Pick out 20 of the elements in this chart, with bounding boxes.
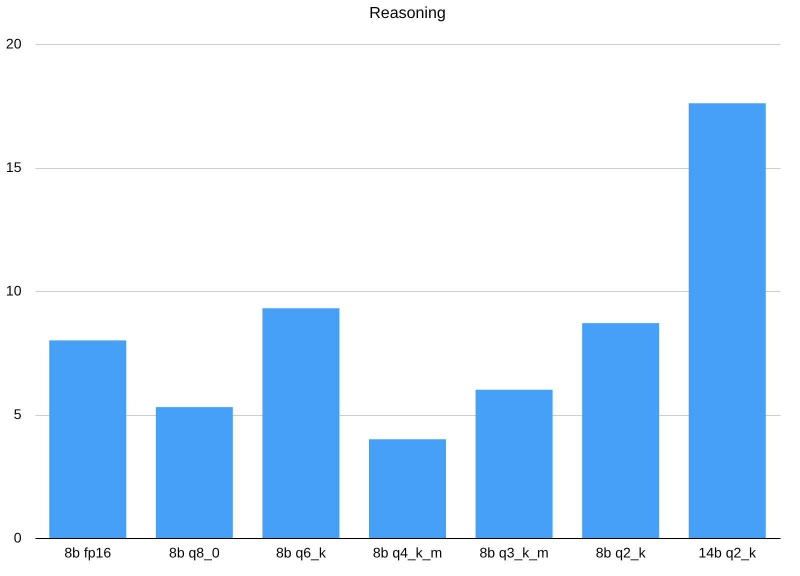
x-tick-label: 14b q2_k xyxy=(698,544,758,560)
bar xyxy=(688,103,766,538)
y-tick-label: 20 xyxy=(6,36,22,52)
y-tick-label: 10 xyxy=(6,282,22,298)
x-tick-label: 8b q2_k xyxy=(596,544,647,560)
x-tick-label: 8b q8_0 xyxy=(169,544,220,560)
x-tick-label: 8b q3_k_m xyxy=(479,544,549,560)
bar xyxy=(156,407,233,538)
x-tick-label: 8b fp16 xyxy=(64,544,112,560)
bar xyxy=(476,390,553,538)
chart-title: Reasoning xyxy=(369,5,446,22)
bar xyxy=(262,308,340,538)
y-tick-label: 5 xyxy=(14,406,22,422)
bar xyxy=(369,439,446,538)
x-tick-label: 8b q4_k_m xyxy=(372,544,442,560)
y-tick-label: 0 xyxy=(14,530,22,546)
x-tick-label: 8b q6_k xyxy=(276,544,327,560)
bar xyxy=(582,323,660,538)
bar xyxy=(49,340,126,538)
y-tick-label: 15 xyxy=(6,159,22,175)
